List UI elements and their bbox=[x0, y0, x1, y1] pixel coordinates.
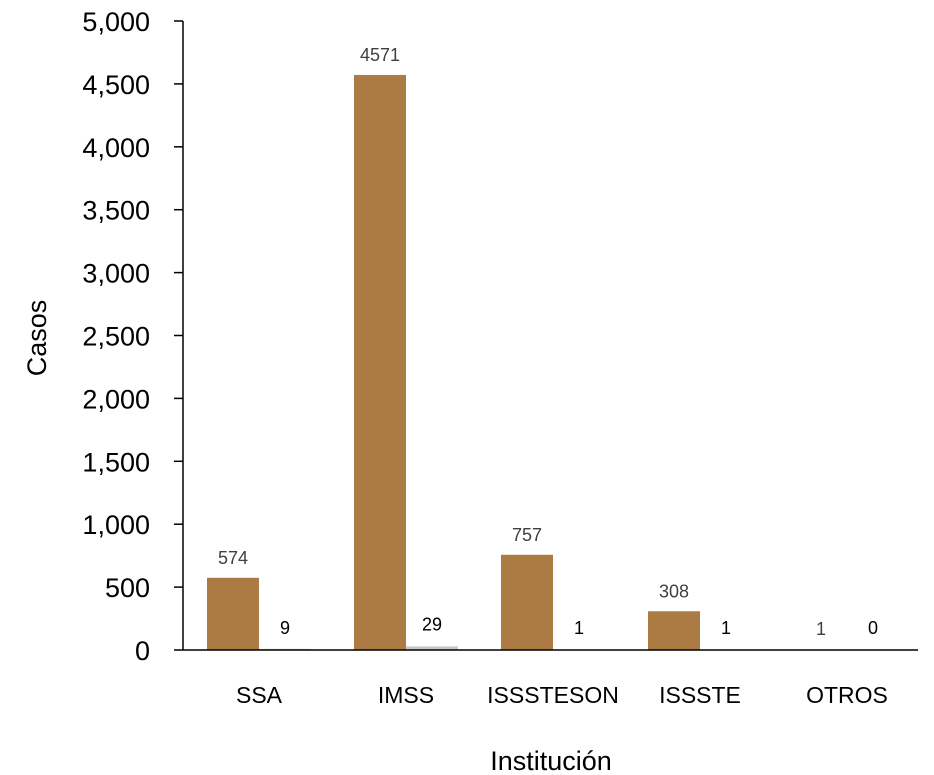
y-tick-label: 1,500 bbox=[82, 447, 150, 477]
y-tick-label: 4,500 bbox=[82, 70, 150, 100]
data-label: 9 bbox=[280, 618, 290, 638]
bar-a-ssa bbox=[207, 577, 259, 650]
bar-a-isssteson bbox=[501, 554, 553, 650]
y-tick-label: 5,000 bbox=[82, 7, 150, 37]
y-tick-label: 500 bbox=[105, 573, 150, 603]
bar-a-imss bbox=[354, 74, 406, 650]
bars bbox=[207, 74, 847, 650]
data-label: 574 bbox=[218, 548, 248, 568]
x-category-label: ISSSTE bbox=[659, 682, 741, 708]
data-label: 1 bbox=[574, 618, 584, 638]
y-tick-label: 0 bbox=[135, 636, 150, 666]
x-category-label: ISSSTESON bbox=[487, 682, 619, 708]
x-axis-title: Institución bbox=[490, 746, 612, 775]
data-label: 29 bbox=[422, 614, 442, 634]
y-tick-label: 3,000 bbox=[82, 259, 150, 289]
data-label: 308 bbox=[659, 581, 689, 601]
y-tick-label: 2,000 bbox=[82, 384, 150, 414]
y-tick-label: 1,000 bbox=[82, 510, 150, 540]
y-tick-label: 3,500 bbox=[82, 196, 150, 226]
x-category-label: OTROS bbox=[806, 682, 888, 708]
bar-b-imss bbox=[406, 646, 458, 650]
x-category-label: IMSS bbox=[378, 682, 434, 708]
data-label: 4571 bbox=[360, 45, 400, 65]
category-labels: SSA IMSS ISSSTESON ISSSTE OTROS bbox=[236, 682, 888, 708]
y-tick-label: 4,000 bbox=[82, 133, 150, 163]
y-axis-ticks: 0 500 1,000 1,500 2,000 2,500 3,000 3,500 4,000 4… bbox=[82, 7, 183, 666]
bar-a-issste bbox=[648, 611, 700, 650]
y-tick-label: 2,500 bbox=[82, 322, 150, 352]
data-label: 757 bbox=[512, 525, 542, 545]
data-label: 1 bbox=[721, 618, 731, 638]
x-category-label: SSA bbox=[236, 682, 283, 708]
y-axis-title: Casos bbox=[22, 300, 52, 377]
data-label: 1 bbox=[816, 619, 826, 639]
data-labels: 574 9 4571 29 757 1 308 1 1 0 bbox=[218, 45, 878, 639]
data-label: 0 bbox=[868, 618, 878, 638]
